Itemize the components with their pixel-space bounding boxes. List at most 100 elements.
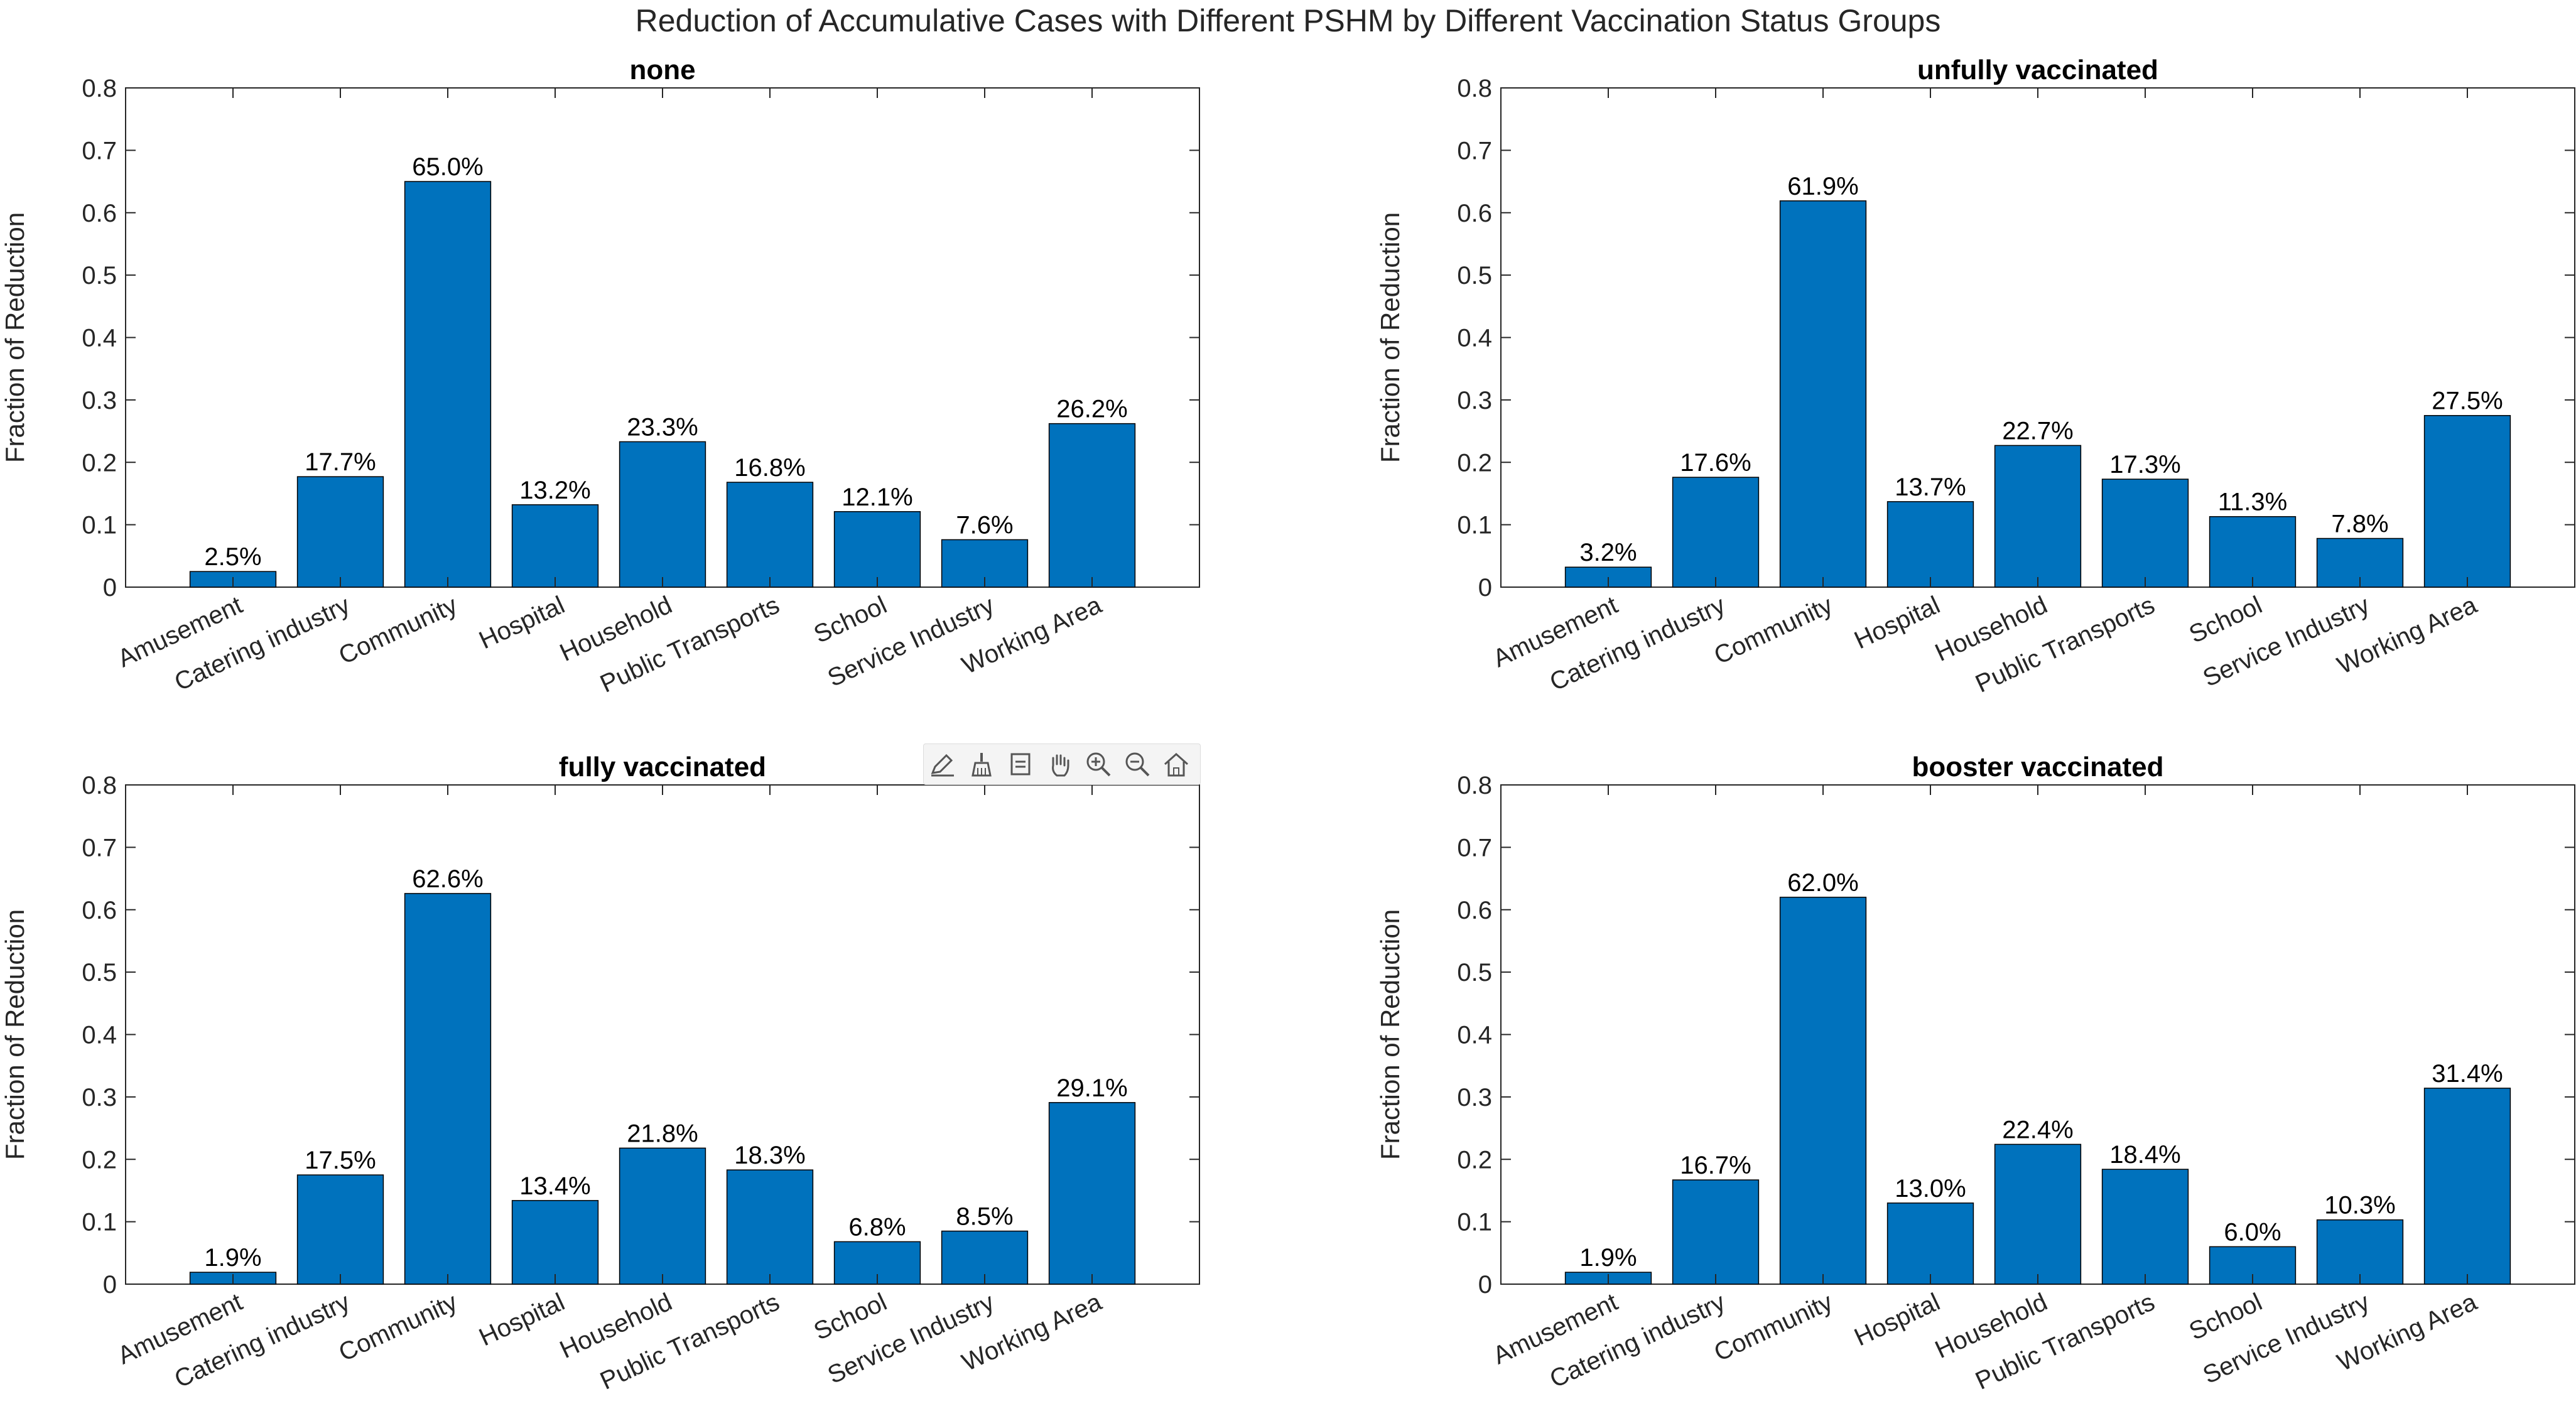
y-tick-label: 0.6 [82,897,117,924]
bar-data-label: 17.3% [2109,451,2180,478]
y-tick-label: 0.1 [1457,512,1492,539]
y-tick-label: 0.8 [1457,772,1492,799]
x-tick-label: Community [1710,591,1837,669]
bar-data-label: 17.7% [305,448,376,476]
bar-data-label: 6.0% [2224,1218,2281,1246]
bar [726,1169,814,1285]
x-tick-label: Hospital [475,591,569,654]
y-tick-label: 0.4 [82,325,117,352]
y-tick-label: 0 [1478,1271,1492,1299]
chart-panel-booster-vaccinated: booster vaccinated Fraction of Reduction 0… [1375,752,2575,1395]
x-tick-label: Hospital [1850,1288,1944,1351]
chart-panel-none: none Fraction of Reduction 0 0.1 0.2 0.3 0.4 0.… [0,55,1200,698]
bar [404,181,492,588]
bar-data-label: 13.0% [1895,1175,1966,1203]
bar [2423,1088,2511,1285]
bar-data-label: 7.6% [956,511,1013,539]
bar [619,1147,706,1285]
x-tick-label: School [2185,591,2266,649]
bar-data-label: 1.9% [1579,1244,1637,1272]
y-tick-label: 0.5 [82,959,117,986]
bar [1048,423,1136,588]
bar-data-label: 3.2% [1579,539,1637,566]
x-tick-label: Catering industry [170,1288,354,1393]
y-axis-label: Fraction of Reduction [0,212,30,463]
bar [726,482,814,588]
bar [404,893,492,1285]
bar-data-label: 18.4% [2109,1141,2180,1169]
bar-data-label: 29.1% [1056,1074,1127,1102]
bar-data-label: 22.7% [2002,417,2073,445]
x-tick-label: Community [335,591,462,669]
y-tick-label: 0.8 [82,75,117,102]
y-tick-label: 0.1 [82,512,117,539]
y-tick-label: 0.2 [1457,449,1492,477]
datatip-icon[interactable] [1002,745,1039,783]
panel-title: none [629,55,695,85]
y-tick-label: 0.8 [82,772,117,799]
y-axis-label: Fraction of Reduction [0,909,30,1160]
zoom-out-icon[interactable] [1118,745,1156,783]
brush-icon[interactable] [963,745,1000,783]
x-tick-label: Public Transports [1971,591,2159,698]
bar-data-label: 16.8% [734,454,805,482]
y-axis-label: Fraction of Reduction [1375,909,1405,1160]
bar [1886,1203,1974,1285]
y-tick-label: 0.4 [1457,325,1492,352]
bar-data-label: 13.4% [519,1172,590,1200]
x-tick-label: School [809,1288,890,1346]
bar-data-label: 8.5% [956,1203,1013,1231]
y-tick-label: 0.5 [1457,262,1492,289]
x-tick-label: Community [1710,1288,1837,1366]
bar-data-label: 18.3% [734,1142,805,1169]
bar-data-label: 27.5% [2432,387,2503,415]
axes-toolbar [923,743,1201,785]
bar [2209,516,2297,588]
y-tick-label: 0.7 [1457,137,1492,165]
y-tick-label: 0.8 [1457,75,1492,102]
y-tick-label: 0.1 [1457,1209,1492,1236]
x-tick-label: Catering industry [170,591,354,696]
x-tick-label: Public Transports [596,1288,784,1395]
bar-data-label: 16.7% [1680,1152,1751,1179]
y-tick-label: 0.3 [82,1084,117,1111]
chart-panel-fully-vaccinated: fully vaccinated Fraction of Reduction 0 0.… [0,752,1200,1395]
bar [296,476,384,588]
y-tick-label: 0.3 [1457,387,1492,414]
y-tick-label: 0.2 [82,1146,117,1174]
x-tick-label: Public Transports [596,591,784,698]
bar-data-label: 6.8% [848,1213,906,1241]
bar [833,511,921,588]
y-tick-label: 0.3 [1457,1084,1492,1111]
y-tick-label: 0.6 [1457,897,1492,924]
bar [2101,478,2189,588]
bar-data-label: 13.2% [519,477,590,504]
x-tick-label: Public Transports [1971,1288,2159,1395]
y-tick-label: 0.1 [82,1209,117,1236]
y-tick-label: 0.7 [82,137,117,165]
panel-title: booster vaccinated [1912,752,2163,782]
x-tick-label: School [2185,1288,2266,1346]
y-tick-label: 0.2 [82,449,117,477]
y-tick-label: 0.7 [82,834,117,862]
edit-icon[interactable] [924,745,961,783]
bar-data-label: 7.8% [2331,510,2388,538]
pan-icon[interactable] [1041,745,1078,783]
bar-data-label: 62.0% [1787,869,1858,897]
x-tick-label: Hospital [1850,591,1944,654]
figure-title: Reduction of Accumulative Cases with Dif… [635,3,1941,38]
bar-data-label: 17.6% [1680,449,1751,477]
chart-panel-unfully-vaccinated: unfully vaccinated Fraction of Reduction 0… [1375,55,2575,698]
home-icon[interactable] [1157,745,1195,783]
y-tick-label: 0.5 [82,262,117,289]
bar [2101,1169,2189,1285]
bar [1779,200,1867,588]
bar-data-label: 2.5% [204,543,261,571]
bar-data-label: 61.9% [1787,173,1858,200]
y-axis-label: Fraction of Reduction [1375,212,1405,463]
bar-data-label: 1.9% [204,1244,261,1272]
bar [619,441,706,588]
zoom-in-icon[interactable] [1080,745,1117,783]
y-tick-label: 0.7 [1457,834,1492,862]
bar-data-label: 10.3% [2324,1192,2395,1219]
